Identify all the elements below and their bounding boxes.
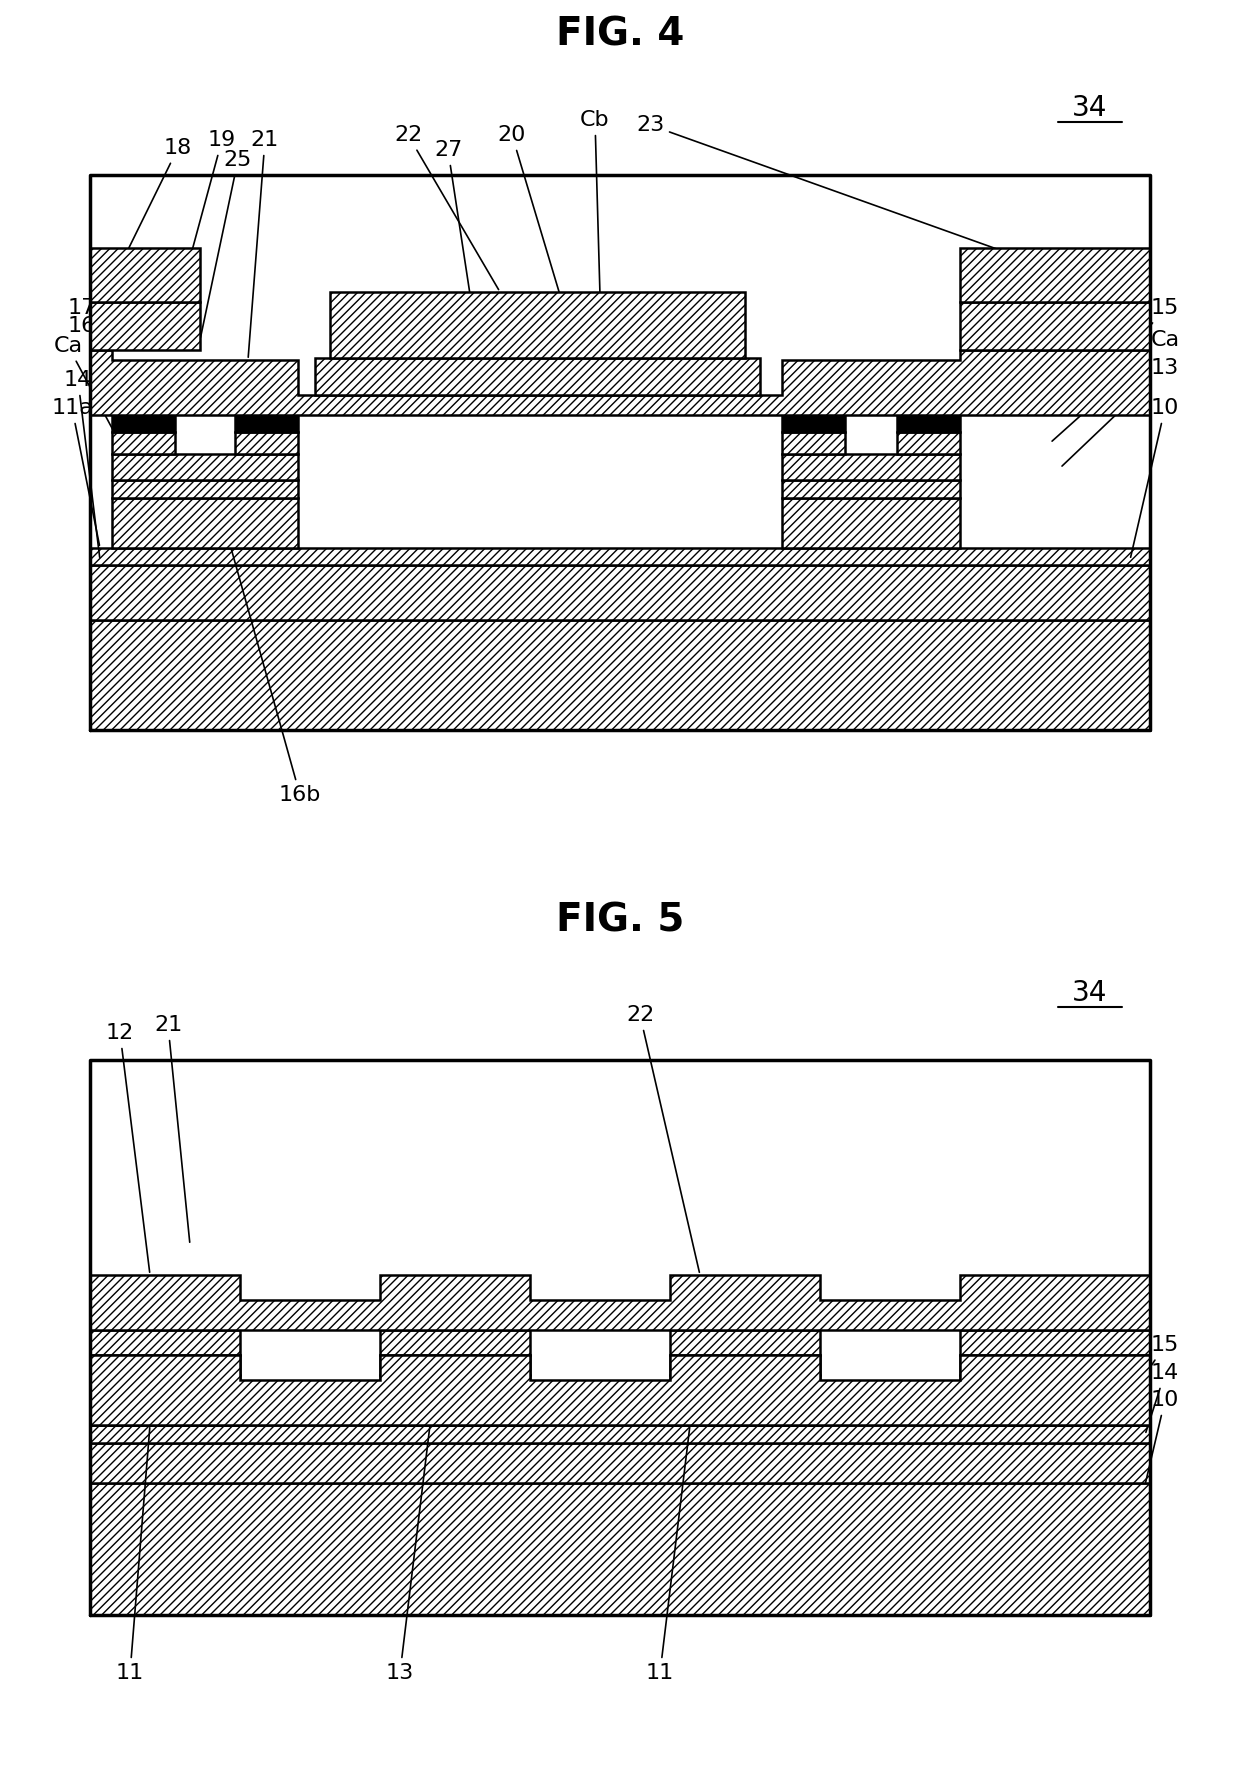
Polygon shape [236, 409, 298, 432]
Polygon shape [670, 1356, 820, 1375]
Polygon shape [897, 432, 960, 453]
Polygon shape [91, 1483, 1149, 1614]
Polygon shape [112, 480, 298, 497]
Polygon shape [91, 303, 200, 350]
Polygon shape [379, 1375, 529, 1425]
Text: 11: 11 [646, 1428, 689, 1683]
Polygon shape [897, 409, 960, 432]
Polygon shape [960, 1375, 1149, 1425]
Polygon shape [782, 453, 960, 480]
Text: 21: 21 [248, 129, 279, 358]
Text: 11: 11 [115, 1428, 150, 1683]
Text: 27: 27 [434, 140, 480, 358]
Polygon shape [91, 1425, 1149, 1443]
Polygon shape [91, 620, 1149, 729]
Polygon shape [91, 1329, 241, 1356]
Text: 18: 18 [119, 138, 192, 267]
Polygon shape [91, 1443, 1149, 1483]
Text: 19: 19 [181, 129, 236, 292]
Polygon shape [960, 248, 1149, 303]
Polygon shape [960, 303, 1149, 350]
Polygon shape [91, 1274, 1149, 1329]
Text: 22: 22 [626, 1005, 699, 1273]
Polygon shape [91, 350, 1149, 414]
Text: 16b: 16b [206, 458, 321, 805]
Text: 14: 14 [64, 370, 99, 558]
Text: 17: 17 [68, 297, 134, 405]
Text: 20: 20 [497, 126, 559, 292]
Polygon shape [670, 1375, 820, 1425]
Polygon shape [236, 432, 298, 453]
Text: 34: 34 [1073, 94, 1107, 122]
Polygon shape [960, 1329, 1149, 1356]
Text: Ca: Ca [53, 336, 119, 441]
Text: 22: 22 [394, 126, 498, 290]
Polygon shape [112, 409, 175, 432]
Text: 16: 16 [68, 317, 131, 423]
Text: 15: 15 [1132, 297, 1179, 349]
Polygon shape [782, 432, 844, 453]
Text: 34: 34 [1073, 979, 1107, 1007]
Polygon shape [91, 549, 1149, 565]
Text: 10: 10 [1131, 398, 1179, 558]
Polygon shape [91, 1356, 1149, 1425]
Text: FIG. 5: FIG. 5 [556, 901, 684, 940]
Text: 23: 23 [636, 115, 1048, 267]
Polygon shape [379, 1329, 529, 1356]
Text: Ca: Ca [1052, 329, 1179, 441]
Text: 11a: 11a [51, 398, 99, 545]
Text: 10: 10 [1146, 1389, 1179, 1481]
Polygon shape [112, 453, 298, 480]
Polygon shape [782, 409, 844, 432]
Text: 13: 13 [1061, 358, 1179, 466]
Polygon shape [670, 1329, 820, 1356]
Polygon shape [782, 497, 960, 549]
Polygon shape [112, 497, 298, 549]
Polygon shape [330, 292, 745, 358]
Text: 25: 25 [201, 150, 252, 338]
Polygon shape [91, 565, 1149, 620]
Text: Cb: Cb [580, 110, 610, 292]
Polygon shape [315, 358, 760, 395]
Polygon shape [91, 248, 200, 303]
Text: 12: 12 [105, 1023, 150, 1273]
Polygon shape [379, 1356, 529, 1375]
Text: 13: 13 [386, 1428, 430, 1683]
Polygon shape [960, 1356, 1149, 1375]
Polygon shape [782, 480, 960, 497]
Polygon shape [91, 1375, 241, 1425]
Text: 14: 14 [1146, 1363, 1179, 1432]
Text: FIG. 4: FIG. 4 [556, 16, 684, 55]
Polygon shape [112, 432, 175, 453]
Polygon shape [91, 1356, 241, 1375]
Text: 15: 15 [1147, 1335, 1179, 1374]
Text: 21: 21 [154, 1014, 190, 1243]
